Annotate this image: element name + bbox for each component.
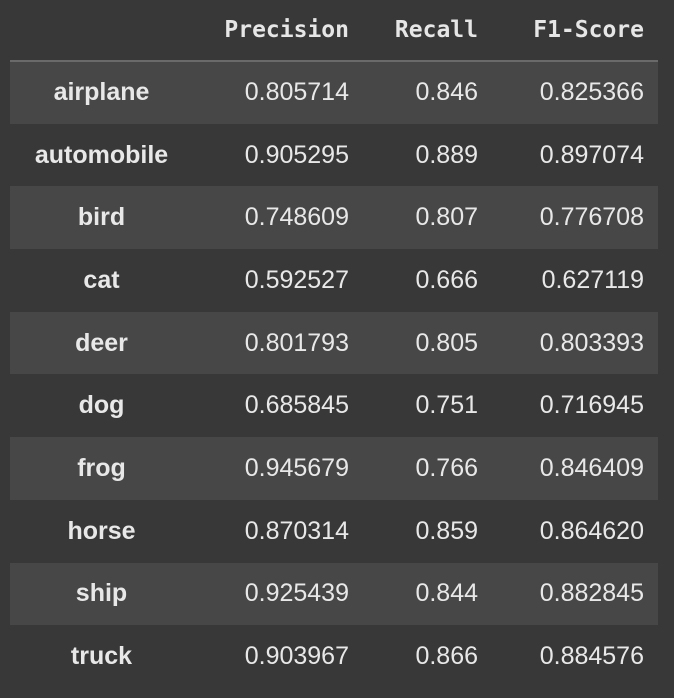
row-label: airplane bbox=[53, 78, 150, 107]
recall-cell: 0.766 bbox=[415, 453, 478, 482]
recall-cell: 0.666 bbox=[415, 265, 478, 294]
table-header: Precision Recall F1-Score bbox=[10, 0, 658, 62]
precision-cell: 0.685845 bbox=[244, 391, 349, 420]
precision-cell: 0.903967 bbox=[244, 642, 349, 671]
header-row: Precision Recall F1-Score bbox=[10, 0, 658, 62]
precision-cell: 0.748609 bbox=[244, 203, 349, 232]
recall-cell: 0.805 bbox=[415, 328, 478, 357]
f1-score-cell: 0.627119 bbox=[541, 265, 644, 294]
precision-cell: 0.870314 bbox=[244, 516, 349, 545]
row-label: bird bbox=[77, 203, 126, 232]
table-row: ship 0.925439 0.844 0.882845 bbox=[10, 562, 658, 626]
recall-cell: 0.844 bbox=[415, 579, 478, 608]
recall-cell: 0.859 bbox=[415, 516, 478, 545]
row-label: cat bbox=[83, 265, 120, 294]
f1-score-cell: 0.825366 bbox=[539, 78, 644, 107]
f1-score-cell: 0.776708 bbox=[539, 203, 644, 232]
header-corner bbox=[10, 0, 193, 62]
row-label: deer bbox=[75, 328, 128, 357]
table-row: truck 0.903967 0.866 0.884576 bbox=[10, 625, 658, 688]
table-body: airplane 0.805714 0.846 0.825366 automobile 0… bbox=[10, 61, 658, 688]
table-row: horse 0.870314 0.859 0.864620 bbox=[10, 499, 658, 563]
f1-score-cell: 0.864620 bbox=[539, 516, 644, 545]
precision-cell: 0.592527 bbox=[244, 265, 349, 294]
classification-report-table: Precision Recall F1-Score airplane 0.8057… bbox=[10, 0, 658, 688]
row-label: automobile bbox=[34, 140, 169, 169]
row-label: truck bbox=[70, 642, 133, 671]
precision-cell: 0.945679 bbox=[244, 453, 349, 482]
f1-score-cell: 0.882845 bbox=[539, 579, 644, 608]
table-row: deer 0.801793 0.805 0.803393 bbox=[10, 311, 658, 375]
table-row: cat 0.592527 0.666 0.627119 bbox=[10, 249, 658, 312]
table-row: dog 0.685845 0.751 0.716945 bbox=[10, 374, 658, 438]
recall-cell: 0.807 bbox=[415, 203, 478, 232]
row-label: ship bbox=[75, 579, 128, 608]
header-precision: Precision bbox=[193, 0, 363, 62]
classification-report-table-wrapper: Precision Recall F1-Score airplane 0.8057… bbox=[10, 0, 658, 688]
f1-score-cell: 0.846409 bbox=[539, 453, 644, 482]
table-row: frog 0.945679 0.766 0.846409 bbox=[10, 437, 658, 500]
f1-score-cell: 0.897074 bbox=[539, 140, 644, 169]
precision-cell: 0.905295 bbox=[244, 140, 349, 169]
recall-cell: 0.889 bbox=[415, 140, 478, 169]
f1-score-cell: 0.884576 bbox=[539, 642, 644, 671]
table-row: automobile 0.905295 0.889 0.897074 bbox=[10, 123, 658, 187]
recall-cell: 0.866 bbox=[415, 642, 478, 671]
row-label: dog bbox=[78, 391, 125, 420]
recall-cell: 0.751 bbox=[415, 391, 478, 420]
header-recall: Recall bbox=[363, 0, 492, 62]
row-label: frog bbox=[77, 453, 126, 482]
header-f1-score: F1-Score bbox=[492, 0, 658, 62]
f1-score-cell: 0.803393 bbox=[539, 328, 644, 357]
table-row: airplane 0.805714 0.846 0.825366 bbox=[10, 61, 658, 124]
table-row: bird 0.748609 0.807 0.776708 bbox=[10, 186, 658, 250]
precision-cell: 0.925439 bbox=[244, 579, 349, 608]
recall-cell: 0.846 bbox=[415, 78, 478, 107]
precision-cell: 0.805714 bbox=[244, 78, 349, 107]
f1-score-cell: 0.716945 bbox=[539, 391, 644, 420]
precision-cell: 0.801793 bbox=[244, 328, 349, 357]
row-label: horse bbox=[67, 516, 136, 545]
